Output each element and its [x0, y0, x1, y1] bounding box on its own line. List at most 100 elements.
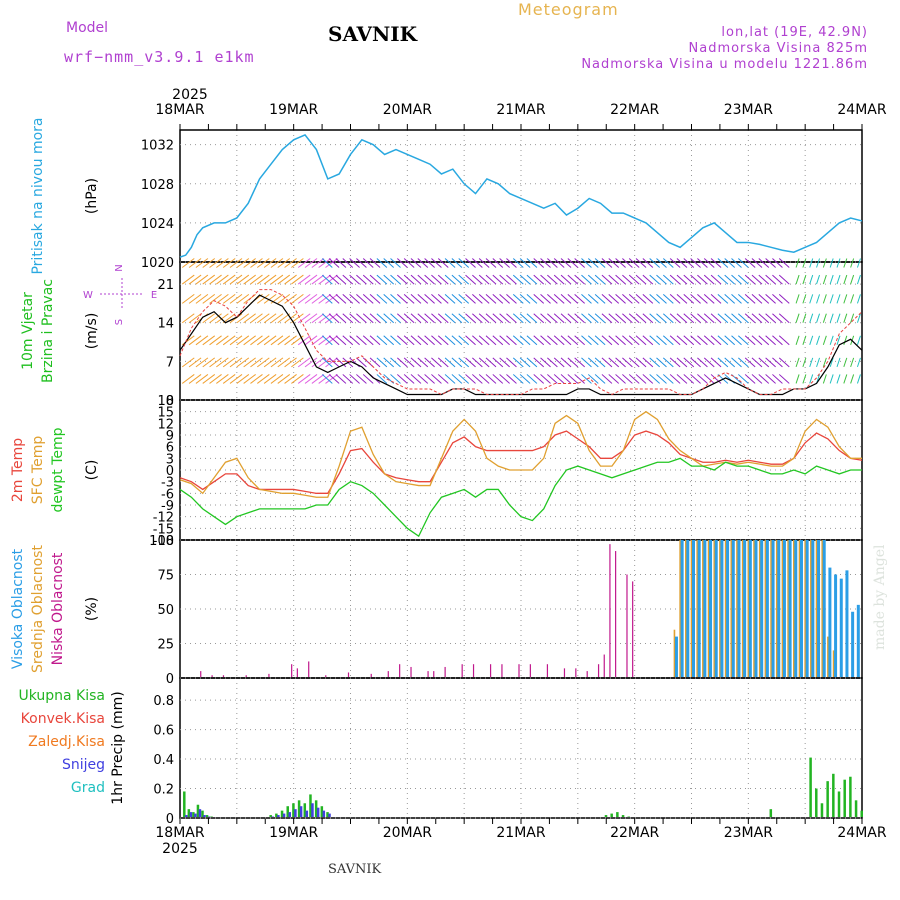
- wind-barb: [662, 294, 674, 304]
- wind-barb: [608, 313, 620, 324]
- wind-barb: [396, 313, 408, 324]
- cloud-bar: [754, 540, 758, 677]
- wind-barb: [574, 258, 585, 268]
- wind-barb: [195, 335, 209, 346]
- wind-barb: [587, 274, 599, 285]
- cloud-bar: [851, 611, 855, 677]
- cloud-bar: [810, 540, 812, 677]
- precip-bar: [314, 800, 318, 817]
- precip-bar: [185, 815, 188, 817]
- wind-barb: [202, 274, 216, 285]
- precip-bar: [809, 757, 812, 817]
- wind-barb: [703, 313, 715, 324]
- wind-barb: [656, 313, 667, 324]
- wind-barb: [772, 294, 783, 304]
- wind-barb: [802, 313, 807, 323]
- wind-barb: [795, 294, 800, 304]
- wind-barb: [325, 274, 338, 285]
- precip-bar: [826, 781, 829, 817]
- wind-barb: [209, 374, 222, 384]
- wind-barb: [362, 274, 374, 285]
- wind-barb: [512, 294, 524, 304]
- wind-barb: [772, 357, 783, 368]
- precip-bar: [769, 809, 773, 817]
- wind-barb: [581, 258, 592, 268]
- wind-barb: [321, 313, 333, 324]
- y-tick-label: 0.6: [153, 724, 174, 739]
- panel-ylabel: Brzina i Pravac: [40, 279, 56, 383]
- wind-barb: [669, 258, 681, 268]
- wind-barb: [216, 374, 229, 384]
- wind-barb: [635, 357, 647, 368]
- wind-barb: [506, 313, 517, 324]
- wind-barb: [676, 258, 688, 268]
- wind-barb: [765, 374, 776, 384]
- wind-barb: [656, 335, 667, 346]
- wind-barb: [465, 313, 476, 324]
- cloud-bar: [845, 570, 849, 677]
- wind-barb: [216, 357, 229, 368]
- wind-barb: [601, 258, 613, 268]
- wind-barb: [362, 258, 374, 268]
- wind-barb: [222, 313, 236, 324]
- cloud-bar: [347, 672, 350, 677]
- cloud-bar: [632, 581, 634, 677]
- y-tick-label: 0: [166, 672, 174, 687]
- wind-barb: [533, 335, 545, 346]
- wind-barb: [250, 357, 263, 368]
- precip-bar: [286, 806, 289, 817]
- station-title: SAVNIK: [328, 22, 418, 46]
- wind-barb: [256, 357, 270, 368]
- wind-barb: [649, 274, 661, 285]
- wind-barb: [181, 258, 195, 268]
- cloud-bar: [501, 664, 503, 677]
- wind-barb: [318, 293, 331, 304]
- wind-barb: [325, 313, 338, 324]
- bottom-year-label: 2025: [162, 841, 198, 857]
- cloud-bar: [753, 540, 755, 677]
- wind-barb: [376, 294, 388, 304]
- wind-barb: [335, 374, 347, 384]
- wind-barb: [856, 313, 861, 323]
- wind-barb: [724, 335, 736, 346]
- wind-barb: [383, 294, 395, 304]
- wind-barb: [410, 357, 422, 368]
- cloud-bar: [839, 578, 843, 677]
- wind-barb: [594, 313, 606, 324]
- wind-barb: [424, 274, 435, 285]
- wind-barb: [181, 374, 195, 384]
- footer-station: SAVNIK: [328, 862, 382, 877]
- wind-barb: [256, 313, 270, 324]
- wind-barb: [829, 357, 834, 368]
- wind-barb: [850, 294, 855, 304]
- wind-barb: [356, 374, 367, 384]
- wind-barb: [396, 357, 408, 368]
- wind-barb: [710, 374, 722, 384]
- wind-barb: [731, 335, 742, 346]
- cloud-bar: [563, 668, 566, 677]
- cloud-bar: [472, 664, 475, 677]
- wind-barb: [437, 313, 449, 324]
- wind-barb: [802, 335, 807, 345]
- wind-barb: [751, 374, 763, 384]
- wind-barb: [318, 374, 331, 384]
- wind-barb: [843, 258, 848, 268]
- wind-barb: [574, 357, 585, 368]
- wind-barb: [195, 293, 209, 304]
- wind-barb: [222, 293, 236, 304]
- cloud-bar: [771, 540, 775, 677]
- wind-barb: [822, 374, 827, 384]
- wind-barb: [444, 357, 456, 368]
- wind-barb: [850, 274, 855, 285]
- wind-barb: [829, 294, 834, 304]
- wind-barb: [318, 274, 331, 285]
- wind-barb: [417, 335, 429, 346]
- wind-barb: [710, 335, 722, 346]
- wind-barb: [751, 258, 763, 268]
- panel-ylabel: 2m Temp: [10, 438, 26, 502]
- wind-barb: [216, 313, 229, 324]
- wind-barb: [669, 313, 681, 324]
- wind-barb: [560, 374, 572, 384]
- wind-barb: [635, 374, 647, 384]
- wind-barb: [506, 274, 517, 285]
